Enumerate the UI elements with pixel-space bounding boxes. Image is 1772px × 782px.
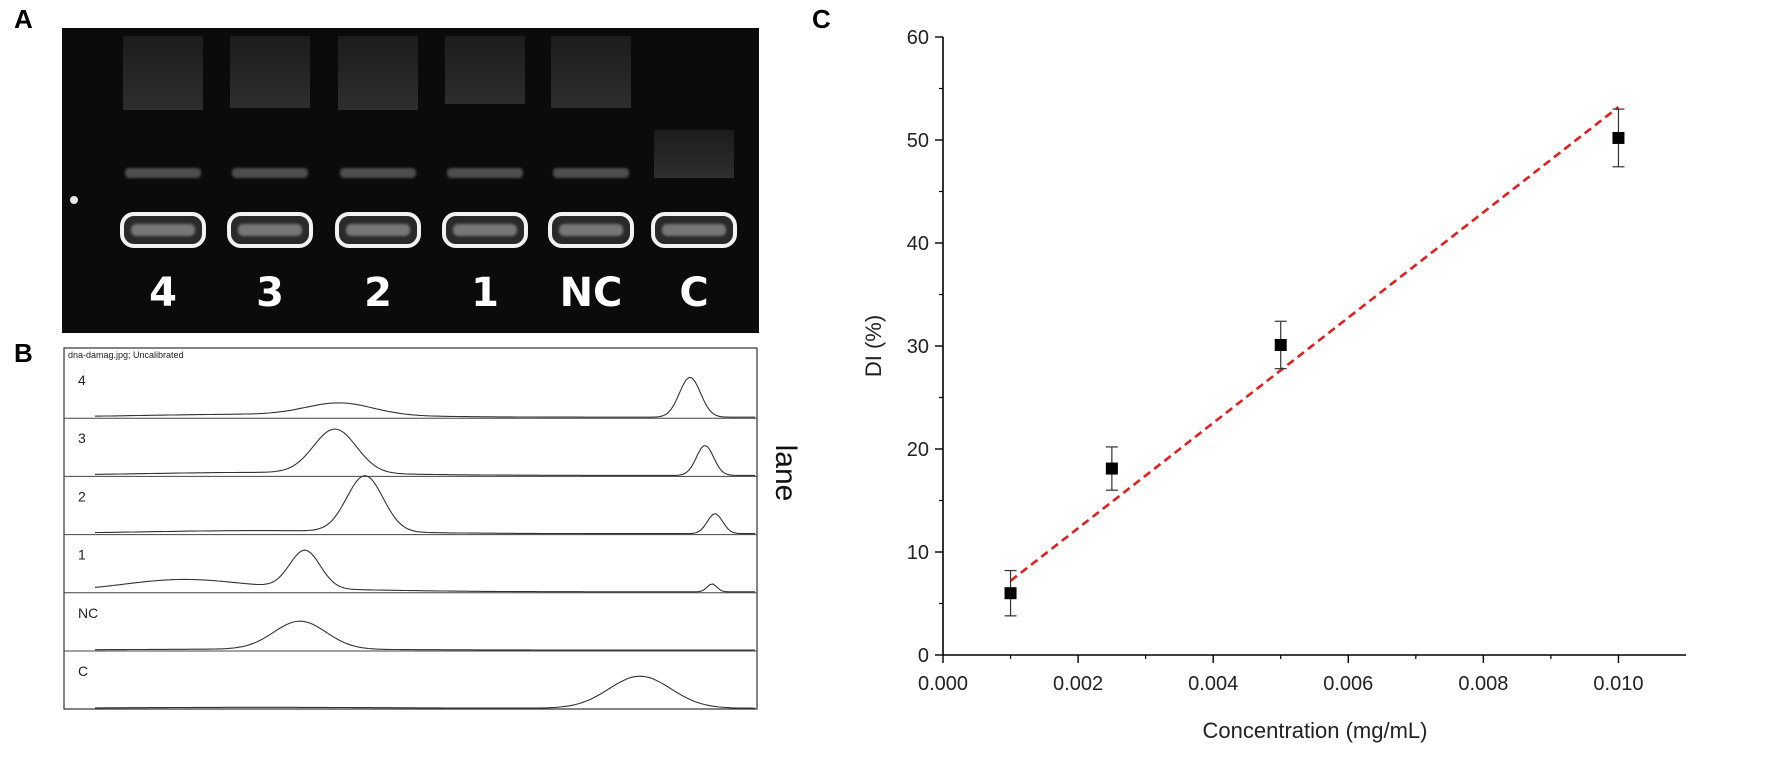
gel-artifact-spot bbox=[70, 196, 78, 204]
y-tick-label: 60 bbox=[907, 27, 929, 49]
gel-lane-label: 4 bbox=[149, 270, 177, 316]
x-tick-label: 0.004 bbox=[1188, 673, 1238, 695]
panel-a-letter: A bbox=[14, 4, 33, 34]
y-tick-label: 50 bbox=[907, 130, 929, 152]
lane-axis-label: lane bbox=[769, 445, 802, 502]
data-point bbox=[1105, 462, 1118, 475]
y-tick-label: 40 bbox=[907, 233, 929, 255]
profile-header: dna-damag.jpg; Uncalibrated bbox=[68, 350, 184, 360]
x-tick-label: 0.006 bbox=[1323, 673, 1373, 695]
data-point bbox=[1004, 587, 1017, 600]
profile-row-label: 1 bbox=[78, 547, 86, 563]
profile-trace bbox=[95, 675, 755, 709]
y-tick-label: 0 bbox=[918, 645, 929, 667]
gel-lane-label: NC bbox=[560, 270, 623, 316]
profile-trace bbox=[94, 475, 755, 535]
profile-trace bbox=[95, 620, 755, 651]
gel-band-core bbox=[662, 224, 726, 236]
data-point bbox=[1274, 338, 1287, 351]
x-tick-label: 0.008 bbox=[1458, 673, 1508, 695]
gel-lane-label: 3 bbox=[256, 270, 284, 316]
profile-row-label: C bbox=[78, 663, 88, 679]
gel-lane-label: C bbox=[679, 270, 708, 316]
profile-row-label: 3 bbox=[78, 430, 86, 446]
y-tick-label: 20 bbox=[907, 439, 929, 461]
profile-frame bbox=[63, 347, 758, 710]
gel-smear bbox=[654, 130, 734, 178]
fit-line bbox=[1009, 106, 1620, 582]
profile-trace bbox=[94, 376, 755, 418]
gel-band-core bbox=[346, 224, 410, 236]
gel-faint-band bbox=[553, 168, 629, 178]
x-tick-label: 0.002 bbox=[1053, 673, 1103, 695]
gel-band-core bbox=[453, 224, 517, 236]
fit-line-layer bbox=[1009, 106, 1620, 582]
data-point bbox=[1612, 131, 1625, 144]
gel-smear bbox=[123, 36, 203, 110]
gel-lane-label: 1 bbox=[471, 270, 499, 316]
y-axis-label: DI (%) bbox=[861, 315, 886, 377]
profile-row-label: 2 bbox=[78, 488, 86, 504]
profile-rows: 4 3 2 1 NC C bbox=[64, 372, 757, 709]
gel-smear bbox=[551, 36, 631, 108]
gel-lane-label: 2 bbox=[364, 270, 392, 316]
x-ticks: 0.000 0.002 0.004 0.006 0.008 0.010 bbox=[918, 655, 1643, 695]
panel-b-letter: B bbox=[14, 338, 33, 368]
y-ticks: 0 10 20 30 40 50 60 bbox=[907, 27, 943, 667]
y-tick-label: 10 bbox=[907, 542, 929, 564]
points-layer bbox=[1004, 108, 1625, 617]
y-tick-label: 30 bbox=[907, 336, 929, 358]
panel-c-letter: C bbox=[812, 4, 831, 34]
gel-band-core bbox=[238, 224, 302, 236]
gel-band-core bbox=[559, 224, 623, 236]
panel-b: B dna-damag.jpg; Uncalibrated 4 3 2 1 NC C la… bbox=[14, 338, 802, 710]
gel-faint-band bbox=[340, 168, 416, 178]
gel-smear bbox=[230, 36, 310, 108]
x-axis-label: Concentration (mg/mL) bbox=[1203, 718, 1428, 743]
gel-faint-band bbox=[447, 168, 523, 178]
panel-a: A 4 3 2 1 NC C bbox=[14, 4, 759, 333]
profile-row-label: NC bbox=[78, 605, 98, 621]
x-tick-label: 0.000 bbox=[918, 673, 968, 695]
profile-row-label: 4 bbox=[78, 372, 86, 388]
gel-faint-band bbox=[125, 168, 201, 178]
profile-trace bbox=[94, 428, 755, 476]
gel-band-core bbox=[131, 224, 195, 236]
gel-smear bbox=[445, 36, 525, 104]
gel-lanes: 4 3 2 1 NC C bbox=[120, 36, 737, 316]
x-tick-label: 0.010 bbox=[1593, 673, 1643, 695]
gel-smear bbox=[338, 36, 418, 110]
gel-faint-band bbox=[232, 168, 308, 178]
profile-trace bbox=[94, 549, 755, 593]
